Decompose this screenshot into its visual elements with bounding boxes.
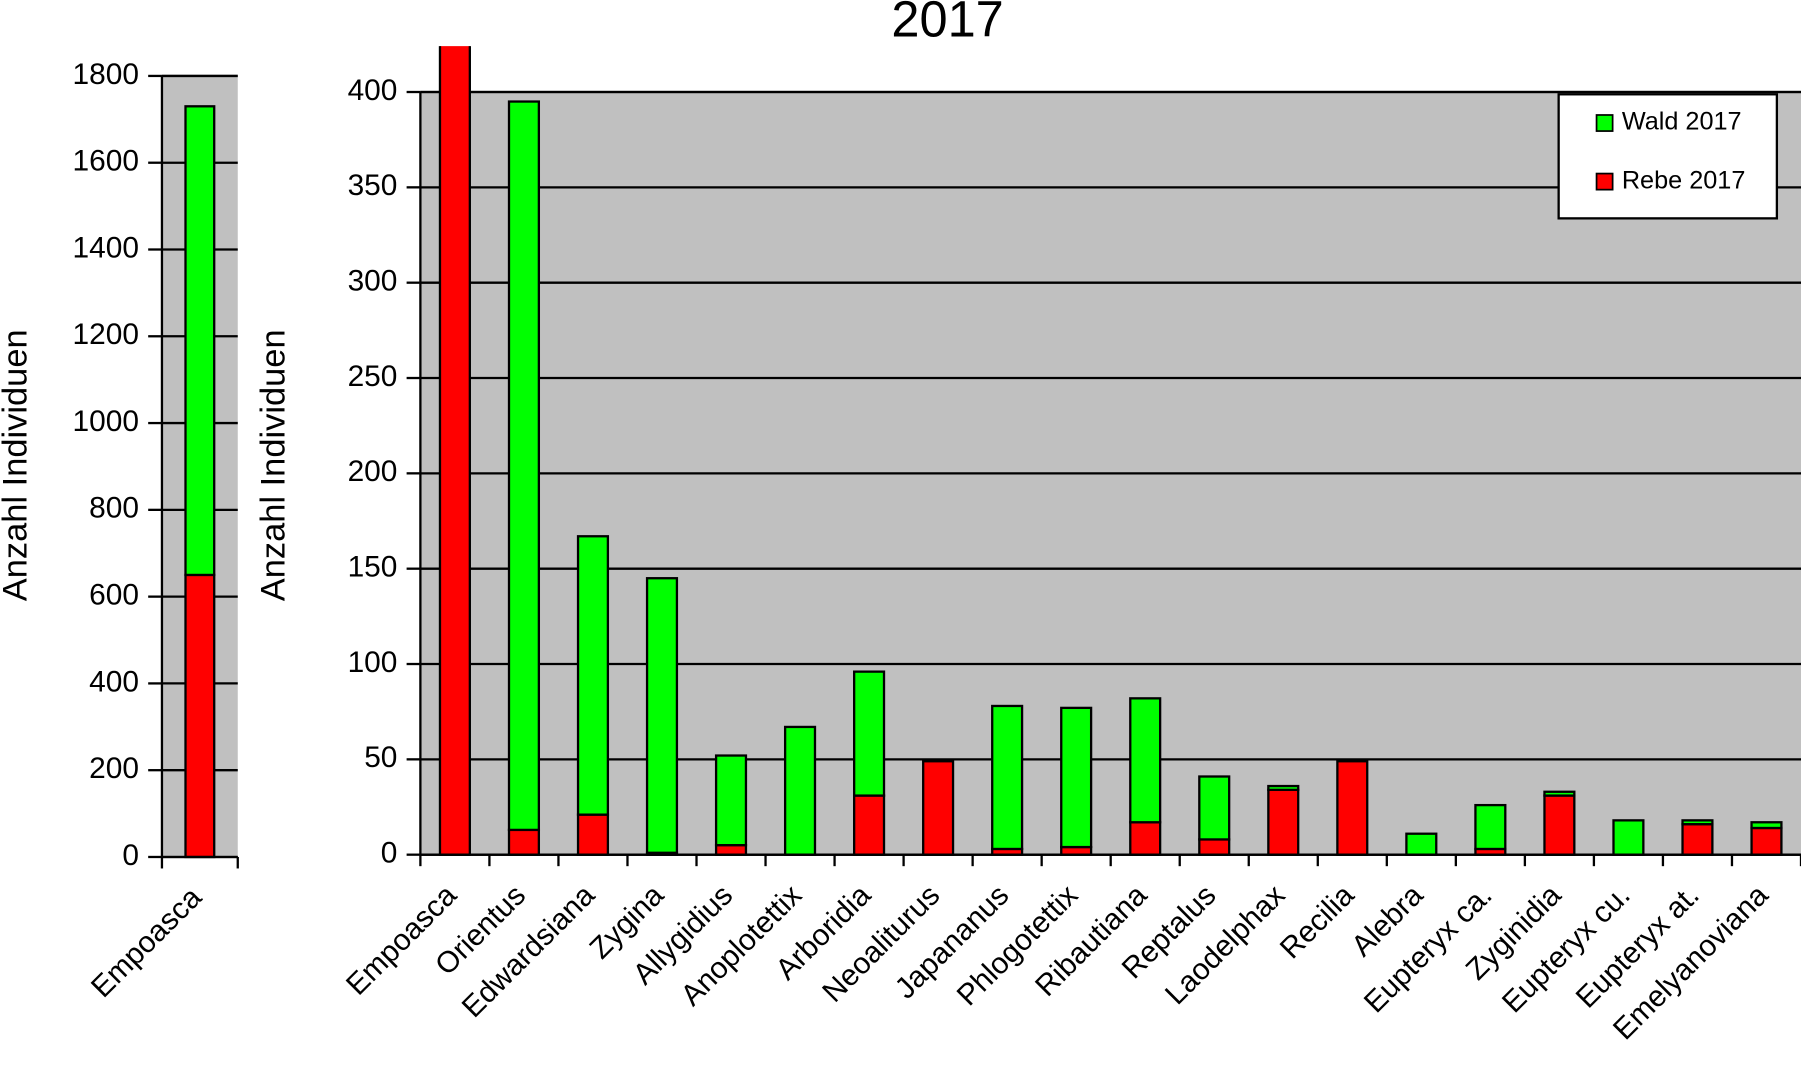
bar-segment bbox=[991, 704, 1024, 851]
y-tick-label: 200 bbox=[348, 455, 398, 488]
bar-segment bbox=[853, 670, 886, 797]
bar-segment bbox=[1612, 819, 1645, 856]
bar-segment bbox=[1129, 697, 1162, 824]
chart-title: 2017 bbox=[891, 0, 1003, 47]
bar-segment bbox=[1336, 760, 1369, 856]
y-tick-label: 0 bbox=[381, 837, 398, 870]
bar-segment bbox=[1543, 794, 1576, 856]
y-tick-label: 50 bbox=[364, 741, 397, 774]
y-tick-label: 600 bbox=[89, 579, 139, 612]
bar-segment bbox=[576, 535, 610, 816]
y-axis-label: Anzahl Individuen bbox=[0, 329, 34, 601]
y-tick-label: 100 bbox=[348, 646, 398, 679]
bar-segment bbox=[1198, 775, 1231, 841]
y-tick-label: 1600 bbox=[73, 145, 139, 178]
bar-segment bbox=[1681, 823, 1714, 856]
bar-segment bbox=[714, 843, 748, 856]
y-tick-label: 150 bbox=[348, 551, 398, 584]
x-tick-label: Empoasca bbox=[340, 878, 463, 1001]
y-tick-label: 400 bbox=[89, 665, 139, 698]
bar-segment bbox=[645, 577, 679, 854]
y-tick-label: 200 bbox=[89, 752, 139, 785]
x-tick-label: Empoasca bbox=[85, 881, 208, 1004]
y-tick-label: 1800 bbox=[73, 58, 139, 91]
y-tick-label: 350 bbox=[348, 169, 398, 202]
x-tick-label: Recilia bbox=[1274, 878, 1361, 965]
bar-segment bbox=[1543, 790, 1576, 797]
bar-segment bbox=[576, 813, 610, 856]
y-tick-label: 1400 bbox=[73, 231, 139, 264]
bar-segment bbox=[184, 573, 216, 859]
y-tick-label: 300 bbox=[348, 265, 398, 298]
bar-segment bbox=[922, 760, 955, 856]
bars bbox=[438, 46, 1783, 856]
y-tick-label: 250 bbox=[348, 360, 398, 393]
bar-segment bbox=[1198, 838, 1231, 856]
bar-segment bbox=[507, 100, 541, 832]
bar-segment bbox=[1129, 821, 1162, 856]
legend-label: Rebe 2017 bbox=[1622, 166, 1746, 194]
y-tick-label: 0 bbox=[122, 839, 139, 872]
y-tick-label: 400 bbox=[348, 74, 398, 107]
bars bbox=[184, 105, 216, 859]
bar-segment bbox=[1750, 826, 1783, 856]
bar-segment bbox=[853, 794, 886, 856]
y-tick-label: 1000 bbox=[73, 405, 139, 438]
legend-box bbox=[1557, 93, 1779, 220]
bar-segment bbox=[1060, 706, 1093, 849]
legend-swatch bbox=[1595, 172, 1614, 191]
y-tick-label: 800 bbox=[89, 492, 139, 525]
bar-segment bbox=[1474, 803, 1507, 851]
bar-segment bbox=[783, 725, 817, 856]
bar-segment bbox=[714, 754, 748, 847]
bar-segment bbox=[1267, 788, 1300, 856]
y-axis-label: Anzahl Individuen bbox=[255, 329, 293, 601]
bar-segment bbox=[507, 828, 541, 856]
y-tick-label: 1200 bbox=[73, 318, 139, 351]
bar-segment bbox=[1267, 784, 1300, 792]
bar-segment bbox=[438, 46, 471, 856]
legend-label: Wald 2017 bbox=[1622, 108, 1742, 136]
bar-segment bbox=[184, 105, 216, 577]
bar-segment bbox=[1750, 821, 1783, 830]
bar-segment bbox=[1405, 832, 1438, 856]
bar-segment bbox=[1681, 819, 1714, 826]
legend-swatch bbox=[1595, 114, 1614, 132]
